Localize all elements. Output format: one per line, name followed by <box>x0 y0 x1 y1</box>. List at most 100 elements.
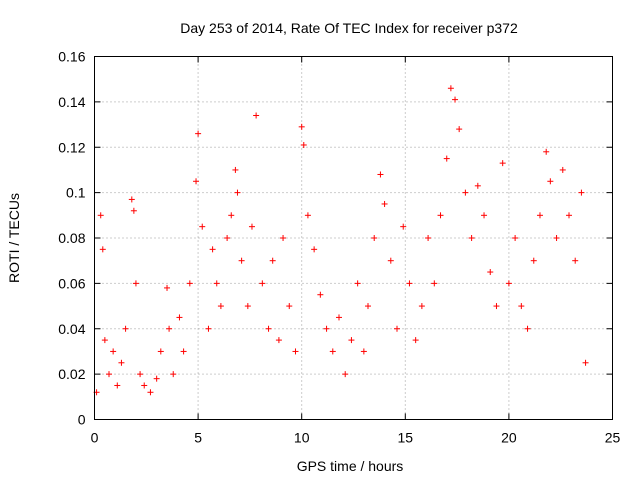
data-point <box>292 348 299 355</box>
data-point <box>269 257 276 264</box>
data-point <box>304 212 311 219</box>
grid <box>94 56 613 420</box>
data-point <box>97 212 104 219</box>
data-point <box>176 314 183 321</box>
data-point <box>329 348 336 355</box>
data-point <box>300 141 307 148</box>
data-point <box>499 160 506 167</box>
data-point <box>418 303 425 310</box>
y-tick-label: 0.04 <box>58 321 85 337</box>
x-axis-label: GPS time / hours <box>297 458 404 474</box>
data-point <box>462 189 469 196</box>
data-point <box>122 325 129 332</box>
data-point <box>205 325 212 332</box>
data-point <box>387 257 394 264</box>
y-tick-label: 0 <box>78 412 86 428</box>
data-point <box>437 212 444 219</box>
y-tick-label: 0.16 <box>58 49 85 65</box>
data-point <box>524 325 531 332</box>
data-point <box>128 196 135 203</box>
data-point <box>141 382 148 389</box>
data-point <box>153 375 160 382</box>
data-point <box>452 96 459 103</box>
data-point <box>106 371 113 378</box>
data-point <box>234 189 241 196</box>
data-point <box>132 280 139 287</box>
data-point <box>157 348 164 355</box>
data-point <box>342 371 349 378</box>
data-point <box>582 359 589 366</box>
data-point <box>493 303 500 310</box>
data-point <box>360 348 367 355</box>
data-point <box>114 382 121 389</box>
x-tick-label: 25 <box>605 430 621 446</box>
data-point <box>323 325 330 332</box>
data-point <box>443 155 450 162</box>
data-point <box>164 284 171 291</box>
data-point <box>209 246 216 253</box>
y-axis-label: ROTI / TECUs <box>6 193 22 283</box>
data-point <box>118 359 125 366</box>
x-tick-label: 10 <box>294 430 310 446</box>
data-point <box>199 223 206 230</box>
data-point <box>238 257 245 264</box>
data-point <box>259 280 266 287</box>
data-point <box>354 280 361 287</box>
data-point <box>195 130 202 137</box>
data-point <box>400 223 407 230</box>
data-point <box>248 223 255 230</box>
data-point <box>101 337 108 344</box>
data-point <box>406 280 413 287</box>
data-point <box>547 178 554 185</box>
data-point <box>518 303 525 310</box>
data-point <box>348 337 355 344</box>
data-point <box>447 85 454 92</box>
data-point <box>265 325 272 332</box>
data-point <box>377 171 384 178</box>
data-point <box>275 337 282 344</box>
data-point <box>232 166 239 173</box>
data-point <box>180 348 187 355</box>
data-point <box>456 126 463 133</box>
data-point <box>530 257 537 264</box>
data-point <box>394 325 401 332</box>
data-point <box>280 235 287 241</box>
data-point <box>311 246 318 253</box>
data-point <box>147 389 154 396</box>
data-point <box>536 212 543 219</box>
data-point <box>381 200 388 207</box>
data-point <box>487 269 494 276</box>
data-point <box>431 280 438 287</box>
data-point <box>224 235 231 241</box>
data-point <box>468 235 475 241</box>
data-point <box>481 212 488 219</box>
data-point <box>572 257 579 264</box>
axis-ticks: 0 0.02 0.04 0.06 0.08 0.1 0.12 0.14 0.16 0 5 10 15 20… <box>58 49 620 446</box>
data-point <box>298 123 305 130</box>
chart-title: Day 253 of 2014, Rate Of TEC Index for r… <box>180 20 518 36</box>
data-point <box>474 182 481 189</box>
data-point <box>553 235 560 241</box>
y-tick-label: 0.14 <box>58 94 85 110</box>
data-point <box>217 303 224 310</box>
data-point <box>170 371 177 378</box>
x-tick-label: 15 <box>398 430 414 446</box>
data-point <box>365 303 372 310</box>
x-tick-label: 0 <box>91 430 99 446</box>
data-point <box>578 189 585 196</box>
data-point <box>559 166 566 173</box>
data-point <box>213 280 220 287</box>
x-tick-label: 5 <box>194 430 202 446</box>
x-tick-label: 20 <box>501 430 517 446</box>
data-point <box>543 148 550 155</box>
data-point <box>286 303 293 310</box>
data-point <box>166 325 173 332</box>
data-point <box>244 303 251 310</box>
data-point <box>228 212 235 219</box>
data-point <box>425 235 432 241</box>
data-point <box>317 291 324 298</box>
data-marks <box>93 85 589 396</box>
y-tick-label: 0.1 <box>66 185 86 201</box>
data-point <box>253 112 260 119</box>
